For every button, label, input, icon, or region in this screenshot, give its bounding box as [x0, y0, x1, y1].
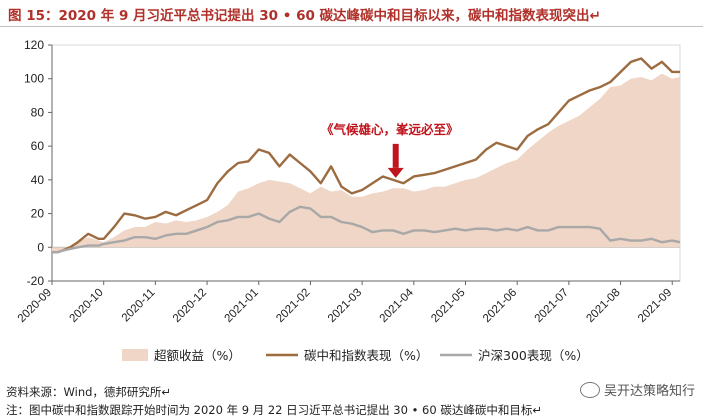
chart-canvas: -20 0 20 40 60 80 100 120 2020-09 2020-10 2020-11 2… [16, 38, 681, 363]
x-tick-label: 2021-04 [378, 286, 417, 325]
legend-label: 沪深300表现（%） [478, 348, 589, 363]
source-note: 资料来源：Wind，德邦研究所↵ [6, 385, 172, 399]
x-tick-label: 2021-03 [326, 287, 364, 325]
series-area-excess-return [52, 73, 680, 253]
x-tick-label: 2021-09 [636, 287, 674, 325]
x-tick-label: 2021-05 [429, 287, 467, 325]
watermark-text: 吴开达策略知行 [603, 384, 695, 399]
chart-title: 图 15：2020 年 9 月习近平总书记提出 30 • 60 碳达峰碳中和目标… [8, 8, 601, 24]
x-tick-label: 2020-09 [16, 287, 54, 325]
footnote: 注：图中碳中和指数跟踪开始时间为 2020 年 9 月 22 日习近平总书记提出… [6, 403, 542, 417]
series-line-carbon-neutral [52, 57, 680, 254]
title-bar: 图 15：2020 年 9 月习近平总书记提出 30 • 60 碳达峰碳中和目标… [0, 0, 703, 27]
watermark: 吴开达策略知行 [579, 380, 695, 399]
y-tick-label: 60 [31, 139, 45, 153]
x-tick-label: 2020-10 [67, 287, 105, 325]
y-tick-label: 80 [31, 105, 45, 119]
legend-label: 超额收益（%） [154, 348, 241, 363]
x-tick-label: 2020-12 [171, 287, 209, 325]
y-tick-label: -20 [27, 274, 45, 288]
y-tick-label: 0 [37, 240, 44, 254]
wechat-icon [579, 381, 600, 398]
series-line-hs300 [52, 205, 681, 254]
y-tick-label: 20 [31, 207, 45, 221]
x-tick-label: 2021-07 [533, 287, 571, 325]
legend-swatch-area [122, 349, 148, 361]
y-tick-label: 120 [24, 38, 44, 52]
legend-label: 碳中和指数表现（%） [304, 348, 428, 363]
x-tick-label: 2021-08 [584, 287, 622, 325]
y-tick-label: 100 [24, 72, 44, 86]
x-tick-label: 2021-01 [223, 287, 261, 325]
x-tick-label: 2020-11 [120, 287, 158, 325]
x-tick-label: 2021-02 [274, 287, 312, 325]
annotation-arrow-shaft [392, 143, 399, 168]
annotation-arrow-head [387, 167, 404, 178]
y-tick-label: 40 [31, 173, 45, 187]
annotation-text: 《气候雄心，峯远必至》 [321, 122, 459, 137]
x-tick-label: 2021-06 [481, 287, 519, 325]
